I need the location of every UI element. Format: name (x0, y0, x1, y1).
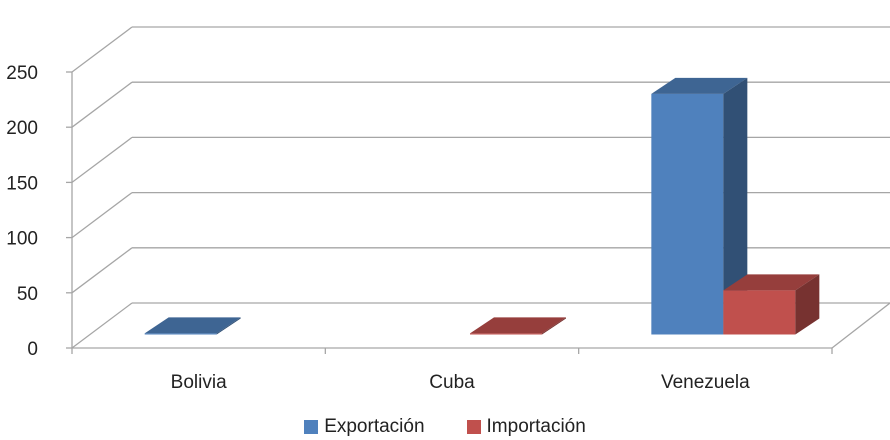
gridline-diagonal (71, 136, 133, 183)
legend-swatch-exportacion (304, 420, 319, 434)
bar-importación (723, 290, 796, 335)
gridline-diagonal (71, 26, 133, 73)
bar-top (470, 317, 566, 334)
y-tick-label: 100 (6, 229, 38, 250)
bar-side (795, 274, 820, 335)
legend-label-exportacion: Exportación (324, 416, 425, 437)
gridline-diagonal (71, 302, 133, 349)
y-tick-label: 0 (27, 339, 38, 360)
bar-side (542, 317, 566, 335)
legend-swatch-importacion (466, 420, 481, 434)
bar-top (144, 317, 241, 334)
x-tick-label: Bolivia (171, 372, 227, 393)
legend-label-importacion: Importación (486, 416, 586, 437)
gridline-diagonal (71, 192, 133, 239)
bar-top (651, 77, 748, 94)
y-tick-label: 200 (6, 118, 38, 139)
gridline-diagonal (71, 81, 133, 128)
bar-exportación (144, 333, 217, 335)
gridline-diagonal (71, 247, 133, 294)
legend-item-exportacion: Exportación (304, 414, 425, 440)
y-tick-label: 150 (6, 173, 38, 194)
bar-side (723, 77, 748, 335)
bar-side (216, 317, 241, 335)
bar-top (723, 274, 820, 291)
bar-importación (470, 333, 542, 335)
x-tick-label: Venezuela (661, 372, 750, 393)
x-tick-label: Cuba (429, 372, 475, 393)
legend: Exportación Importación (0, 414, 890, 440)
y-tick-label: 50 (17, 284, 38, 305)
floor-right-edge (831, 302, 890, 349)
bar-exportación (651, 93, 724, 335)
legend-item-importacion: Importación (466, 414, 586, 440)
y-tick-label: 250 (6, 63, 38, 84)
